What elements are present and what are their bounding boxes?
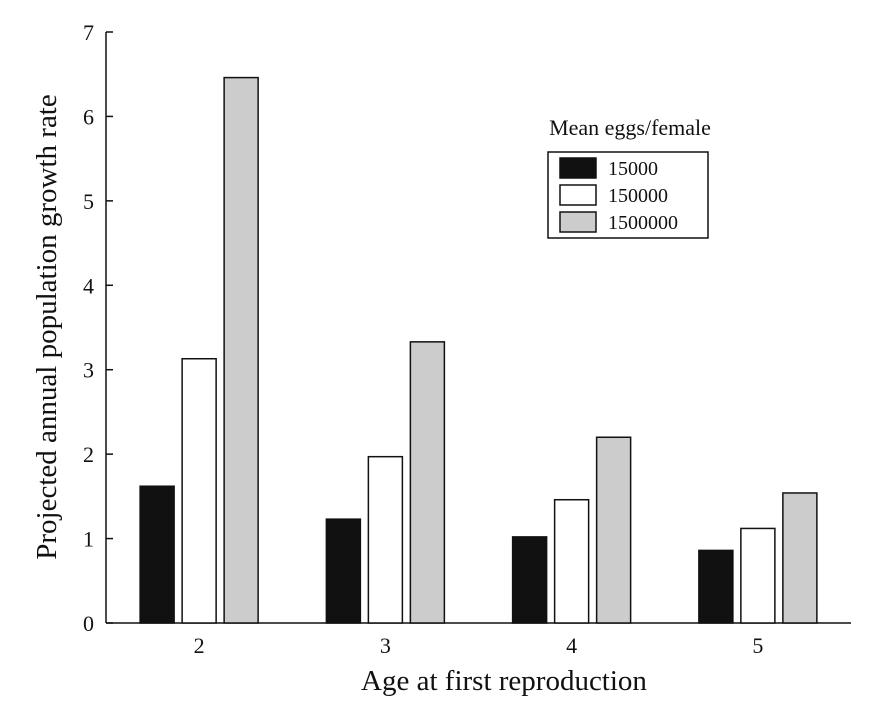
bar-15000-age-4 bbox=[511, 536, 548, 624]
y-tick-label: 4 bbox=[83, 273, 94, 298]
x-tick-label: 4 bbox=[566, 633, 577, 658]
bar-150000-age-2 bbox=[181, 357, 217, 624]
bar-1500000-age-5 bbox=[782, 492, 818, 624]
y-tick-label: 1 bbox=[83, 527, 94, 552]
legend-title: Mean eggs/female bbox=[549, 115, 711, 140]
y-tick-label: 7 bbox=[83, 20, 94, 45]
legend-label-15000: 15000 bbox=[608, 158, 658, 180]
y-tick-label: 0 bbox=[83, 611, 94, 636]
bar-150000-age-3 bbox=[367, 455, 404, 624]
x-axis-title: Age at first reproduction bbox=[361, 665, 647, 697]
bar-1500000-age-2 bbox=[223, 76, 259, 624]
bar-150000-age-4 bbox=[553, 498, 590, 624]
legend-swatch-150000 bbox=[559, 184, 597, 206]
legend-label-150000: 150000 bbox=[608, 185, 668, 207]
bar-1500000-age-3 bbox=[409, 341, 446, 624]
bar-150000-age-5 bbox=[740, 527, 776, 624]
bar-15000-age-3 bbox=[325, 518, 362, 624]
x-tick-label: 5 bbox=[752, 633, 763, 658]
legend: Mean eggs/female 15000 150000 1500000 bbox=[547, 115, 711, 239]
bar-1500000-age-4 bbox=[595, 436, 632, 624]
bars bbox=[139, 76, 818, 624]
bar-15000-age-5 bbox=[698, 549, 734, 624]
y-tick-label: 2 bbox=[83, 442, 94, 467]
y-tick-label: 3 bbox=[83, 358, 94, 383]
legend-label-1500000: 1500000 bbox=[608, 212, 678, 234]
x-tick-label: 3 bbox=[380, 633, 391, 658]
y-tick-label: 5 bbox=[83, 189, 94, 214]
y-tick-label: 6 bbox=[83, 104, 94, 129]
y-axis-ticks: 0 1 2 3 4 5 6 7 bbox=[83, 20, 113, 636]
legend-swatch-1500000 bbox=[559, 211, 597, 233]
legend-swatch-15000 bbox=[559, 157, 597, 179]
legend-items: 15000 150000 1500000 bbox=[559, 157, 678, 234]
bar-15000-age-2 bbox=[139, 485, 175, 624]
plot-area bbox=[105, 32, 851, 624]
y-axis-title: Projected annual population growth rate bbox=[31, 94, 63, 559]
x-tick-label: 2 bbox=[194, 633, 205, 658]
